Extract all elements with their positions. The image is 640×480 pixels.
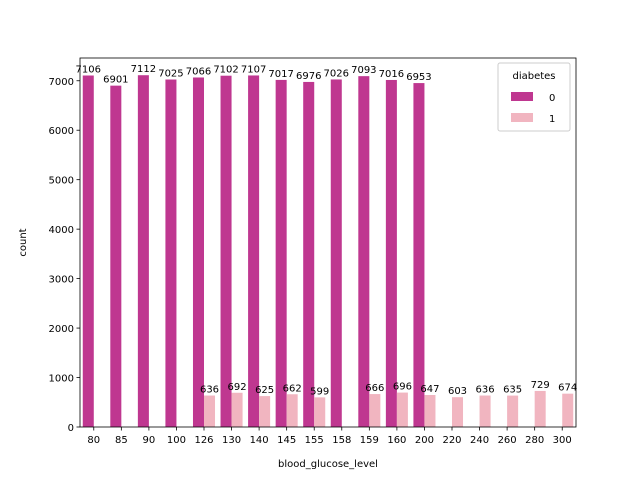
x-tick-label: 159	[360, 435, 379, 446]
data-label-0-90: 7112	[131, 64, 156, 75]
data-label-0-155: 6976	[296, 71, 321, 82]
data-label-0-200: 6953	[406, 72, 431, 83]
data-label-1-280: 729	[531, 380, 550, 391]
y-tick-label: 3000	[49, 275, 74, 286]
x-tick-label: 300	[553, 435, 572, 446]
bar-1-300	[562, 393, 574, 427]
bar-1-160	[396, 392, 408, 427]
bar-1-280	[534, 390, 546, 427]
data-label-0-100: 7025	[158, 69, 183, 80]
bar-1-140	[259, 396, 271, 427]
x-tick-label: 160	[387, 435, 406, 446]
x-tick-label: 130	[222, 435, 241, 446]
bar-0-160	[385, 79, 397, 428]
x-tick-label: 158	[332, 435, 351, 446]
bar-1-145	[286, 394, 298, 427]
y-tick-label: 1000	[49, 374, 74, 385]
x-tick-label: 100	[167, 435, 186, 446]
y-tick-label: 5000	[49, 176, 74, 187]
x-tick-label: 155	[305, 435, 324, 446]
bar-0-80	[82, 75, 94, 427]
data-label-1-300: 674	[558, 383, 577, 394]
x-tick-label: 200	[415, 435, 434, 446]
bar-0-90	[137, 75, 149, 427]
x-tick-label: 280	[525, 435, 544, 446]
bar-0-126	[192, 77, 204, 427]
x-tick-label: 145	[277, 435, 296, 446]
x-tick-label: 90	[143, 435, 156, 446]
data-label-1-140: 625	[255, 385, 274, 396]
bar-0-85	[110, 85, 122, 427]
y-ticks-layer: 0 1000 2000 3000 4000 5000 6000 7000	[49, 77, 80, 434]
data-label-1-130: 692	[228, 382, 247, 393]
bar-1-240	[479, 395, 491, 427]
plot-frame	[79, 57, 577, 428]
bar-1-260	[507, 395, 519, 427]
data-label-1-200: 647	[420, 384, 439, 395]
data-label-1-260: 635	[503, 385, 522, 396]
y-tick-label: 2000	[49, 324, 74, 335]
data-label-0-140: 7107	[241, 64, 266, 75]
data-label-0-130: 7102	[213, 65, 238, 76]
data-label-1-220: 603	[448, 386, 467, 397]
legend-swatch-1	[511, 113, 533, 122]
x-tick-label: 140	[250, 435, 269, 446]
legend-swatch-0	[511, 92, 533, 101]
y-tick-label: 4000	[49, 225, 74, 236]
x-tick-label: 80	[87, 435, 100, 446]
bar-1-155	[314, 397, 326, 427]
legend-label-0: 0	[549, 93, 555, 104]
data-label-1-126: 636	[200, 385, 219, 396]
data-label-1-160: 696	[393, 382, 412, 393]
x-tick-label: 220	[442, 435, 461, 446]
data-label-0-158: 7026	[324, 68, 349, 79]
legend-label-1: 1	[549, 114, 555, 125]
bar-0-155	[303, 81, 315, 427]
data-label-1-155: 599	[310, 386, 329, 397]
y-tick-label: 7000	[49, 77, 74, 88]
x-ticks-layer: 80 85 90 100 126 130 140 145 155 158 159 160 200 220 2…	[87, 427, 572, 446]
data-label-1-145: 662	[283, 383, 302, 394]
axes-layer	[79, 57, 577, 428]
bar-1-200	[424, 394, 436, 427]
bar-1-159	[369, 394, 381, 427]
bar-0-140	[248, 75, 260, 427]
data-label-0-159: 7093	[351, 65, 376, 76]
data-label-1-159: 666	[365, 383, 384, 394]
bar-1-220	[452, 397, 464, 427]
x-tick-label: 126	[194, 435, 213, 446]
bar-0-145	[275, 79, 287, 427]
legend: diabetes 0 1	[497, 62, 571, 132]
bar-0-130	[220, 75, 232, 428]
bar-1-126	[204, 395, 216, 427]
data-label-0-126: 7066	[186, 66, 211, 77]
x-tick-label: 260	[498, 435, 517, 446]
bar-0-158	[330, 79, 342, 428]
data-label-0-85: 6901	[103, 75, 128, 86]
y-tick-label: 0	[68, 423, 74, 434]
legend-title: diabetes	[512, 71, 555, 82]
data-label-0-160: 7016	[379, 69, 404, 80]
bar-1-130	[231, 392, 243, 427]
bar-0-159	[358, 76, 370, 428]
x-tick-label: 240	[470, 435, 489, 446]
data-label-0-80: 7106	[76, 65, 101, 76]
y-tick-label: 6000	[49, 126, 74, 137]
bars-layer	[82, 75, 574, 428]
x-tick-label: 85	[115, 435, 128, 446]
y-axis-title: count	[18, 228, 29, 256]
x-axis-title: blood_glucose_level	[278, 459, 378, 470]
bar-0-100	[165, 79, 177, 427]
bar-0-200	[413, 83, 425, 427]
data-label-0-145: 7017	[268, 69, 293, 80]
data-label-1-240: 636	[476, 385, 495, 396]
